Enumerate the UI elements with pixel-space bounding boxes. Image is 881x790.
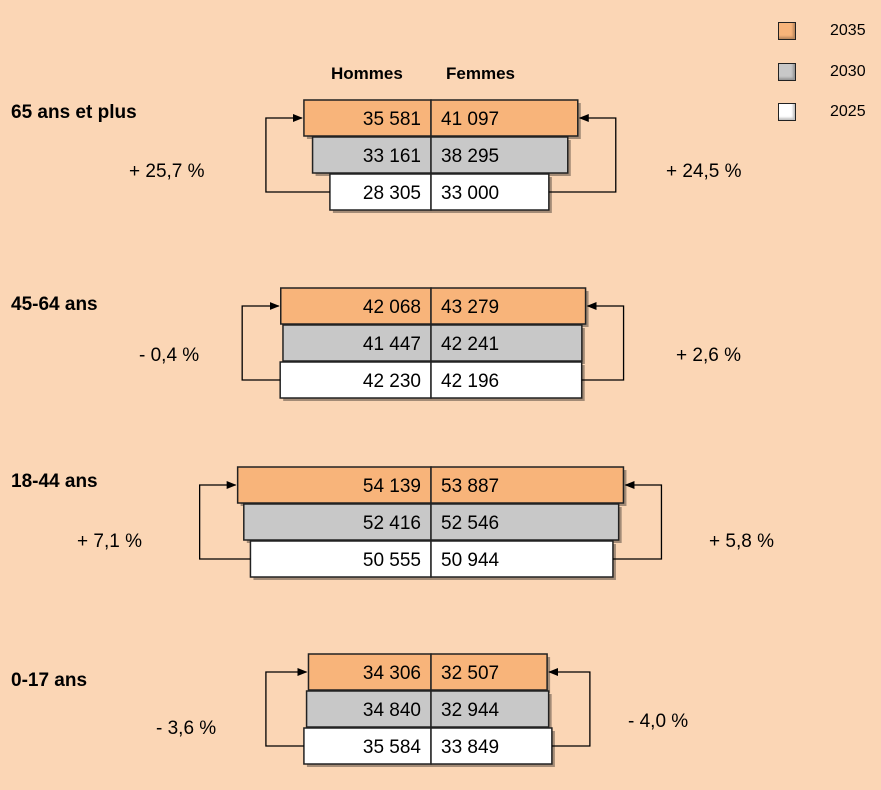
value-men-45-64-2035: 42 068: [363, 297, 421, 318]
header-men: Hommes: [331, 64, 403, 83]
bar-men-18-44-2035: [236, 466, 432, 504]
bar-women-65-plus-2025: [430, 173, 550, 211]
men-change-arrow-18-44: [198, 481, 251, 560]
women-change-65-plus: + 24,5 %: [666, 161, 742, 182]
arrows-layer: [198, 114, 663, 747]
bar-men-45-64-2035: [280, 287, 432, 325]
value-men-45-64-2030: 41 447: [363, 334, 421, 355]
men-change-0-17: - 3,6 %: [156, 718, 217, 739]
value-women-65-plus-2035: 41 097: [441, 109, 499, 130]
bar-men-65-plus-2035: [303, 99, 432, 137]
group-label-0-17: 0-17 ans: [11, 670, 88, 691]
bar-women-65-plus-2035: [430, 99, 579, 137]
value-women-0-17-2025: 33 849: [441, 737, 499, 758]
men-change-45-64: - 0,4 %: [139, 345, 200, 366]
group-label-18-44: 18-44 ans: [11, 471, 98, 492]
legend-swatch-2025: [778, 103, 796, 121]
legend-swatch-2035: [778, 22, 796, 40]
women-change-0-17: - 4,0 %: [628, 711, 689, 732]
value-men-18-44-2030: 52 416: [363, 513, 421, 534]
legend-item-2035: 2035: [776, 20, 881, 44]
bar-men-18-44-2030: [243, 503, 432, 541]
women-change-arrow-65-plus: [548, 114, 617, 193]
women-change-arrow-45-64: [581, 302, 625, 381]
bar-women-45-64-2030: [430, 324, 583, 362]
legend-label-2025: 2025: [830, 103, 866, 120]
value-women-18-44-2030: 52 546: [441, 513, 499, 534]
women-change-45-64: + 2,6 %: [676, 345, 741, 366]
bar-women-18-44-2025: [430, 540, 614, 578]
bar-men-18-44-2025: [249, 540, 432, 578]
bar-men-0-17-2035: [307, 653, 432, 691]
value-women-45-64-2030: 42 241: [441, 334, 499, 355]
values-layer: 35 581 41 097 33 161 38 295 28 305 33 000 42 0…: [363, 109, 500, 758]
men-change-18-44: + 7,1 %: [77, 531, 142, 552]
value-men-65-plus-2030: 33 161: [363, 146, 421, 167]
group-label-65-plus: 65 ans et plus: [11, 102, 137, 123]
women-change-arrow-18-44: [612, 481, 663, 560]
value-men-65-plus-2035: 35 581: [363, 109, 421, 130]
legend-swatch-2030: [778, 63, 796, 81]
bar-men-65-plus-2025: [329, 173, 432, 211]
bar-women-18-44-2035: [430, 466, 625, 504]
value-women-0-17-2035: 32 507: [441, 663, 499, 684]
value-men-18-44-2035: 54 139: [363, 476, 421, 497]
men-change-65-plus: + 25,7 %: [129, 161, 205, 182]
value-women-18-44-2025: 50 944: [441, 550, 500, 571]
bar-women-18-44-2030: [430, 503, 620, 541]
bar-women-0-17-2025: [430, 727, 553, 765]
value-women-45-64-2035: 43 279: [441, 297, 499, 318]
legend-label-2035: 2035: [830, 22, 866, 39]
bar-women-0-17-2035: [430, 653, 548, 691]
value-women-65-plus-2030: 38 295: [441, 146, 499, 167]
bar-women-0-17-2030: [430, 690, 550, 728]
value-women-45-64-2025: 42 196: [441, 371, 499, 392]
women-change-arrow-0-17: [548, 668, 591, 747]
header-women: Femmes: [446, 64, 515, 83]
bars-layer: [236, 99, 627, 767]
men-change-arrow-45-64: [241, 302, 281, 381]
men-change-arrow-65-plus: [265, 114, 330, 193]
legend-item-2030: 2030: [776, 61, 881, 85]
value-men-0-17-2035: 34 306: [363, 663, 421, 684]
value-men-0-17-2025: 35 584: [363, 737, 422, 758]
value-women-0-17-2030: 32 944: [441, 700, 500, 721]
bar-women-65-plus-2030: [430, 136, 569, 174]
value-men-0-17-2030: 34 840: [363, 700, 421, 721]
bar-women-45-64-2025: [430, 361, 583, 399]
value-men-65-plus-2025: 28 305: [363, 183, 421, 204]
bar-women-45-64-2035: [430, 287, 587, 325]
value-men-18-44-2025: 50 555: [363, 550, 421, 571]
women-change-18-44: + 5,8 %: [709, 531, 774, 552]
legend-item-2025: 2025: [776, 101, 881, 125]
men-change-arrow-0-17: [265, 668, 308, 747]
legend-label-2030: 2030: [830, 63, 866, 80]
value-women-18-44-2035: 53 887: [441, 476, 499, 497]
group-label-45-64: 45-64 ans: [11, 294, 98, 315]
value-men-45-64-2025: 42 230: [363, 371, 421, 392]
value-women-65-plus-2025: 33 000: [441, 183, 499, 204]
bar-men-45-64-2030: [282, 324, 432, 362]
